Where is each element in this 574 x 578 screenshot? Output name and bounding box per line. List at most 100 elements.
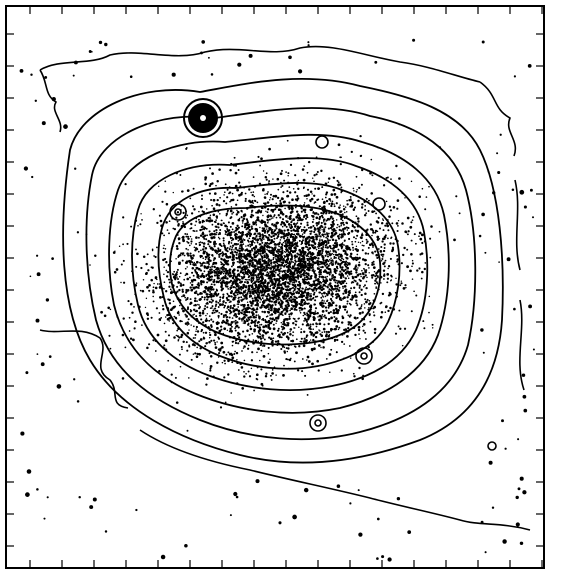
stipple-dot <box>364 252 367 255</box>
stipple-dot <box>89 264 91 266</box>
stipple-dot <box>231 238 235 241</box>
stipple-dot <box>256 335 259 338</box>
stipple-dot <box>224 233 227 235</box>
stipple-dot <box>333 319 337 323</box>
stipple-dot <box>341 234 344 236</box>
stipple-dot <box>286 228 290 232</box>
stipple-dot <box>214 291 217 294</box>
stipple-dot <box>246 223 250 227</box>
stipple-dot <box>278 228 281 232</box>
stipple-dot <box>293 289 296 292</box>
stipple-dot <box>221 254 224 257</box>
stipple-dot <box>230 265 233 268</box>
stipple-dot <box>271 223 274 226</box>
stipple-dot <box>365 212 368 215</box>
stipple-dot <box>338 255 340 258</box>
stipple-dot <box>213 232 216 236</box>
stipple-dot <box>293 298 295 300</box>
stipple-dot <box>349 289 351 292</box>
stipple-dot <box>306 262 309 265</box>
stipple-dot <box>341 280 344 282</box>
stipple-dot <box>122 243 124 246</box>
stipple-dot <box>263 305 267 309</box>
stipple-dot <box>365 269 368 272</box>
stipple-dot <box>329 262 331 265</box>
stipple-dot <box>179 254 181 256</box>
stipple-dot <box>359 134 362 138</box>
stipple-dot <box>306 359 308 361</box>
stipple-dot <box>281 184 284 187</box>
stipple-dot <box>203 234 207 237</box>
stipple-dot <box>242 293 245 296</box>
stipple-dot <box>307 281 310 283</box>
stipple-dot <box>349 263 351 266</box>
stipple-dot <box>182 340 185 344</box>
stipple-dot <box>179 282 182 285</box>
stipple-dot <box>239 362 242 365</box>
stipple-dot <box>354 229 357 232</box>
stipple-dot <box>280 223 283 226</box>
stipple-dot <box>188 329 190 331</box>
stipple-dot <box>274 294 278 298</box>
stipple-dot <box>268 322 271 324</box>
stipple-dot <box>295 223 298 225</box>
stipple-dot <box>248 262 252 266</box>
stipple-dot <box>337 248 340 251</box>
stipple-dot <box>270 300 273 303</box>
stipple-dot <box>257 280 260 284</box>
stipple-dot <box>296 232 300 236</box>
stipple-dot <box>278 335 282 339</box>
stipple-dot <box>188 244 191 247</box>
stipple-dot <box>280 253 283 256</box>
stipple-dot <box>311 251 314 254</box>
stipple-dot <box>189 252 192 255</box>
stipple-dot <box>238 336 241 339</box>
stipple-dot <box>237 300 240 302</box>
stipple-dot <box>419 237 423 241</box>
stipple-dot <box>271 217 274 219</box>
stipple-dot <box>238 273 241 276</box>
stipple-dot <box>247 304 249 307</box>
stipple-dot <box>389 242 392 245</box>
stipple-dot <box>248 318 251 321</box>
stipple-dot <box>249 295 253 298</box>
point-source-bottom <box>309 414 327 432</box>
stipple-dot <box>294 323 297 326</box>
stipple-dot <box>282 235 285 238</box>
stipple-dot <box>431 327 434 329</box>
stipple-dot <box>274 281 277 284</box>
stipple-dot <box>244 249 247 252</box>
stipple-dot <box>261 334 265 337</box>
stipple-dot <box>236 279 239 282</box>
stipple-dot <box>341 216 344 219</box>
stipple-dot <box>202 242 206 245</box>
stipple-dot <box>216 361 219 365</box>
stipple-dot <box>303 290 306 294</box>
stipple-dot <box>323 222 327 226</box>
stipple-dot <box>277 327 280 330</box>
stipple-dot <box>281 270 284 273</box>
stipple-dot <box>346 300 349 303</box>
stipple-dot <box>258 291 261 295</box>
stipple-dot <box>264 285 267 289</box>
stipple-dot <box>152 295 154 298</box>
stipple-dot <box>281 277 284 280</box>
stipple-dot <box>277 214 280 217</box>
stipple-dot <box>317 369 320 372</box>
stipple-dot <box>175 271 179 274</box>
stipple-dot <box>163 251 166 254</box>
stipple-dot <box>195 220 198 223</box>
stipple-dot <box>250 277 253 281</box>
stipple-dot <box>275 320 278 322</box>
stipple-dot <box>365 242 368 244</box>
stipple-dot <box>272 327 276 331</box>
stipple-dot <box>363 200 366 204</box>
stipple-dot <box>236 249 240 252</box>
stipple-dot <box>199 215 202 218</box>
stipple-dot <box>206 212 209 215</box>
stipple-dot <box>174 376 177 379</box>
stipple-dot <box>199 261 201 264</box>
stipple-dot <box>257 320 260 324</box>
stipple-dot <box>153 255 155 257</box>
stipple-dot <box>369 301 372 305</box>
